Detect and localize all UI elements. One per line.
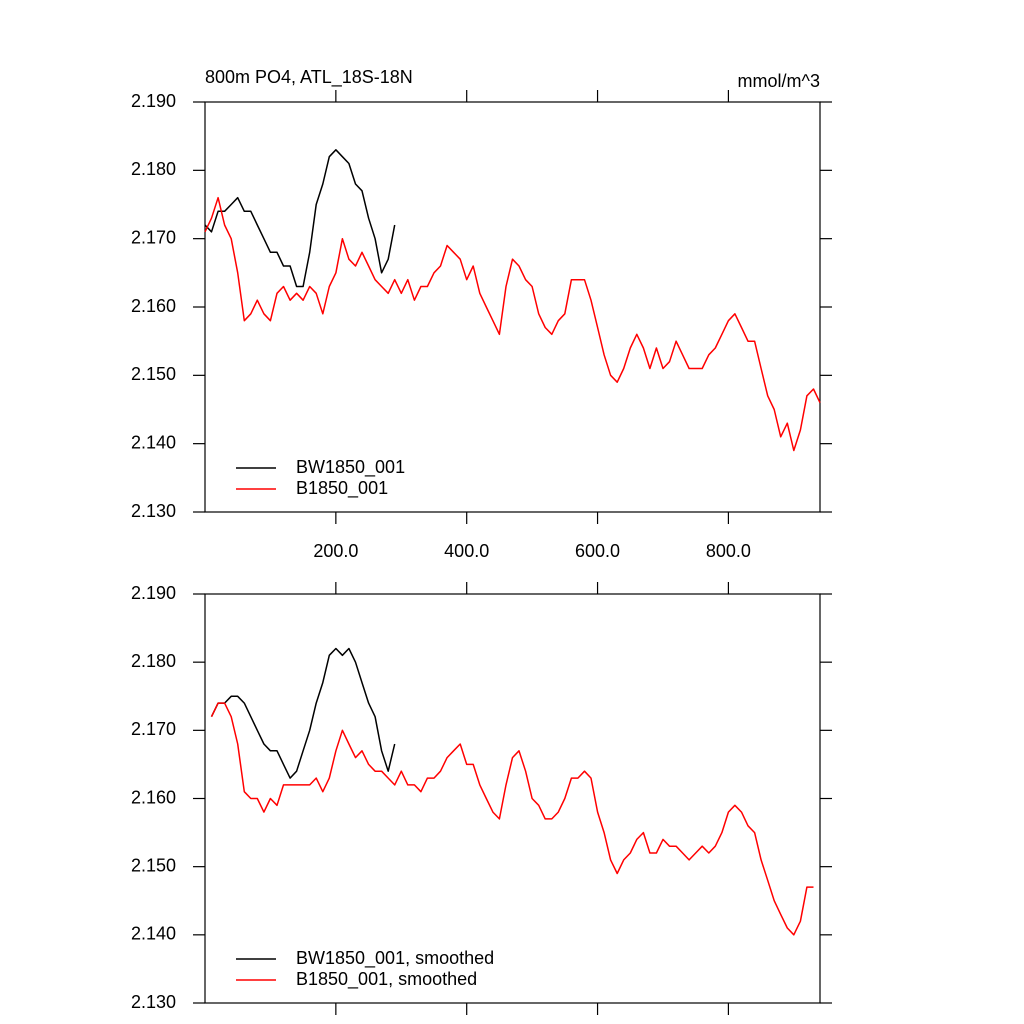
series-line [210,647,396,779]
series-line [204,196,821,452]
x-tick-label: 200.0 [313,541,358,561]
y-tick-label: 2.150 [131,855,176,875]
y-tick-label: 2.160 [131,787,176,807]
x-tick-label: 800.0 [706,541,751,561]
y-tick-label: 2.140 [131,432,176,452]
x-tick-label: 400.0 [444,541,489,561]
y-tick-label: 2.180 [131,651,176,671]
plot-frame [204,593,821,1004]
x-tick-label: 600.0 [575,541,620,561]
series-line [210,702,814,936]
plot-frame [204,101,821,513]
units-label: mmol/m^3 [738,71,820,91]
y-tick-label: 2.150 [131,364,176,384]
y-tick-label: 2.140 [131,924,176,944]
y-tick-label: 2.180 [131,159,176,179]
series-line [204,149,396,288]
legend-label: BW1850_001, smoothed [296,948,494,969]
legend-label: B1850_001 [296,478,388,499]
y-tick-label: 2.130 [131,992,176,1012]
y-tick-label: 2.160 [131,296,176,316]
legend-label: BW1850_001 [296,457,405,478]
legend-label: B1850_001, smoothed [296,969,477,990]
y-tick-label: 2.130 [131,501,176,521]
y-tick-label: 2.170 [131,227,176,247]
chart-title: 800m PO4, ATL_18S-18N [205,67,413,88]
y-tick-label: 2.190 [131,91,176,111]
y-tick-label: 2.190 [131,583,176,603]
y-tick-label: 2.170 [131,719,176,739]
